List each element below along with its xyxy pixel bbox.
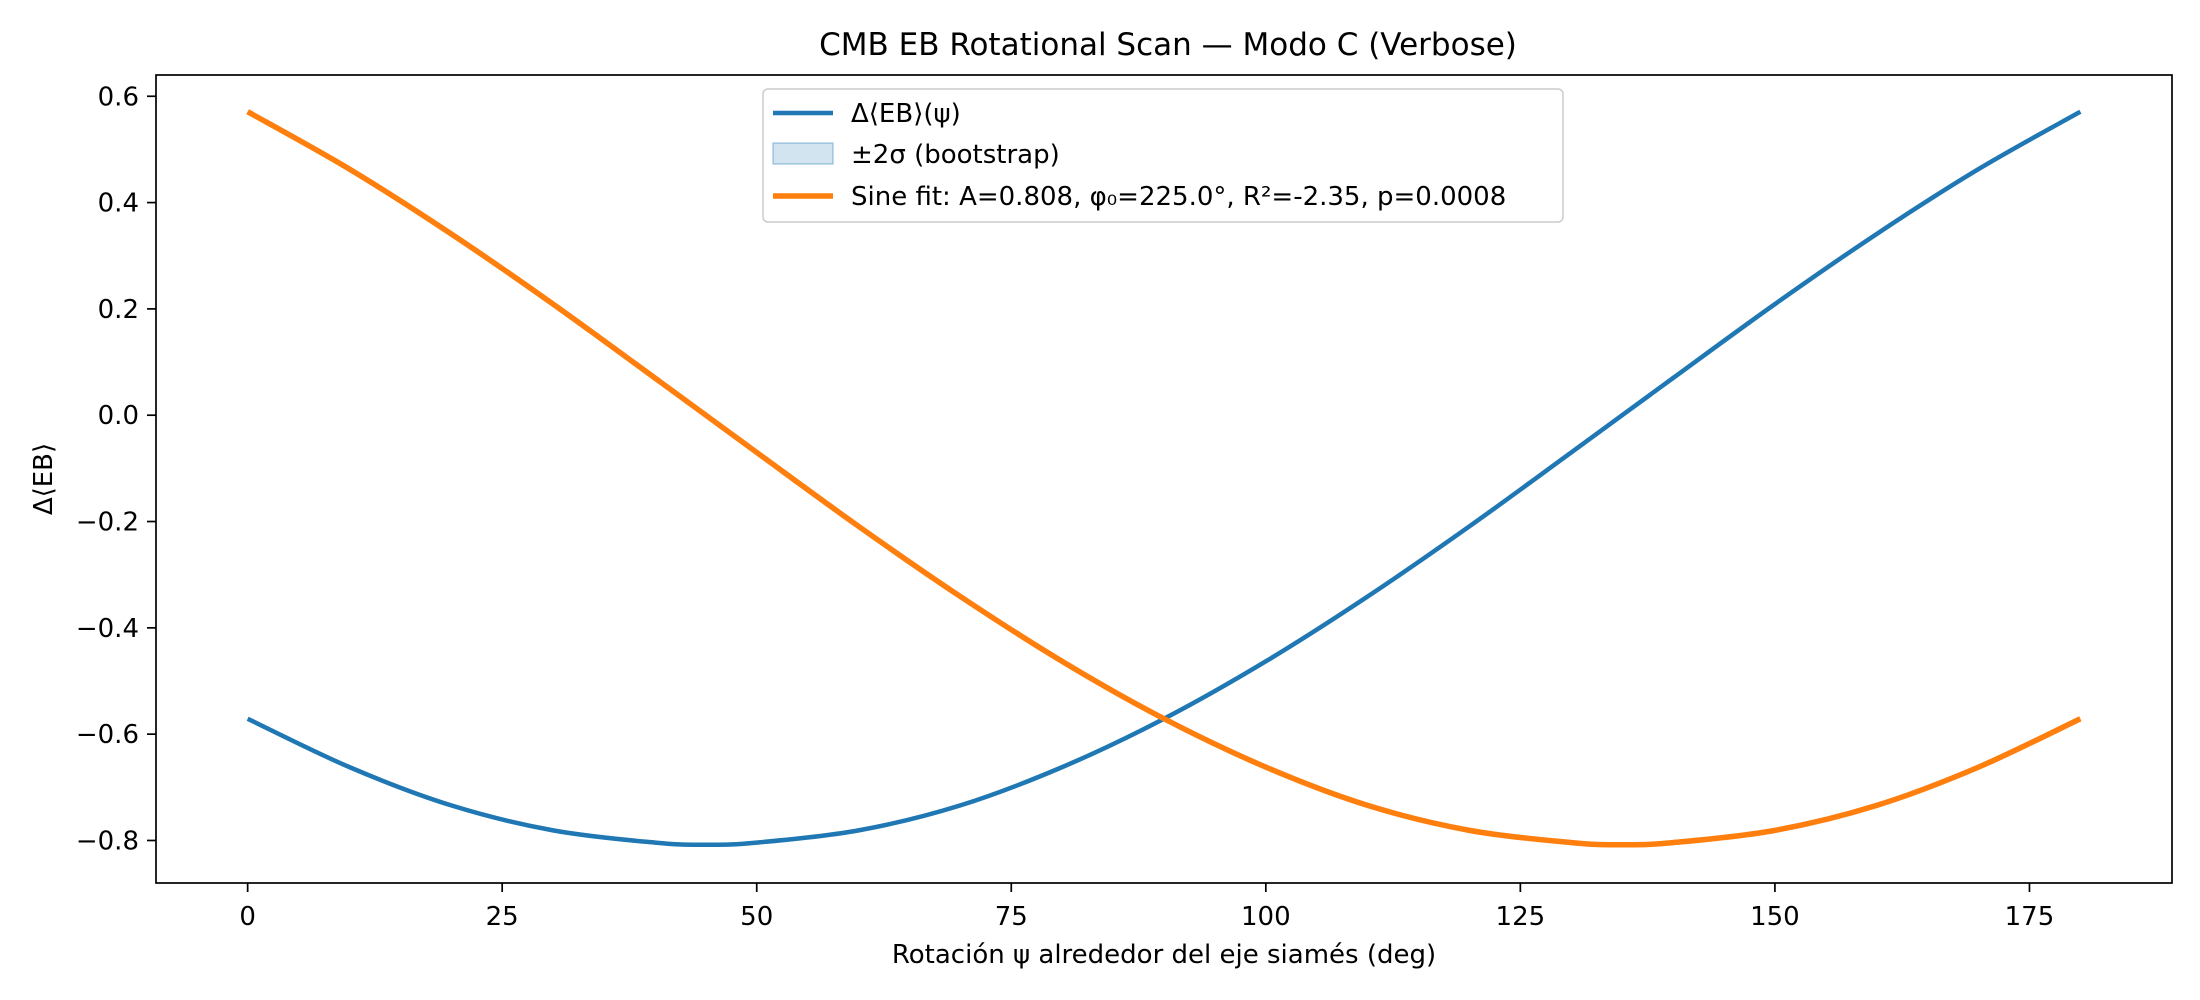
- y-tick-label: −0.8: [76, 826, 139, 856]
- legend-frame: [762, 88, 1564, 223]
- x-tick-label: 150: [1750, 902, 1800, 932]
- series-layer: [246, 109, 2082, 848]
- y-axis-label: Δ⟨EB⟩: [29, 443, 59, 515]
- x-axis-ticks: 0 25 50 75 100 125 150 175: [239, 883, 2054, 932]
- axes-frame: [155, 74, 2173, 884]
- legend-label-fit: Sine fit: A=0.808, φ₀=225.0°, R²=-2.35, …: [851, 182, 1506, 212]
- plot-area: [155, 74, 2173, 884]
- x-axis-label: Rotación ψ alrededor del eje siamés (deg…: [892, 940, 1436, 970]
- x-tick-label: 50: [740, 902, 773, 932]
- chart-title: CMB EB Rotational Scan — Modo C (Verbose…: [819, 27, 1517, 63]
- y-tick-label: 0.6: [98, 82, 139, 112]
- y-tick-label: −0.4: [76, 614, 139, 644]
- y-tick-label: 0.0: [98, 401, 139, 431]
- x-tick-label: 75: [995, 902, 1028, 932]
- legend-label-observed: Δ⟨EB⟩(ψ): [851, 99, 961, 129]
- x-tick-label: 125: [1496, 902, 1546, 932]
- x-tick-label: 0: [239, 902, 256, 932]
- x-tick-label: 25: [486, 902, 519, 932]
- series-line-sine-fit: [246, 109, 2082, 848]
- legend-swatch-band: [772, 142, 834, 165]
- y-tick-label: 0.4: [98, 189, 139, 219]
- y-tick-label: −0.2: [76, 508, 139, 538]
- y-tick-label: −0.6: [76, 720, 139, 750]
- legend: Δ⟨EB⟩(ψ) ±2σ (bootstrap) Sine fit: A=0.8…: [762, 88, 1564, 223]
- y-tick-label: 0.2: [98, 295, 139, 325]
- legend-label-band: ±2σ (bootstrap): [851, 140, 1060, 170]
- x-tick-label: 100: [1241, 902, 1291, 932]
- x-tick-label: 175: [2005, 902, 2055, 932]
- y-axis-ticks: −0.8 −0.6 −0.4 −0.2 0.0 0.2 0.4 0.6: [76, 82, 156, 856]
